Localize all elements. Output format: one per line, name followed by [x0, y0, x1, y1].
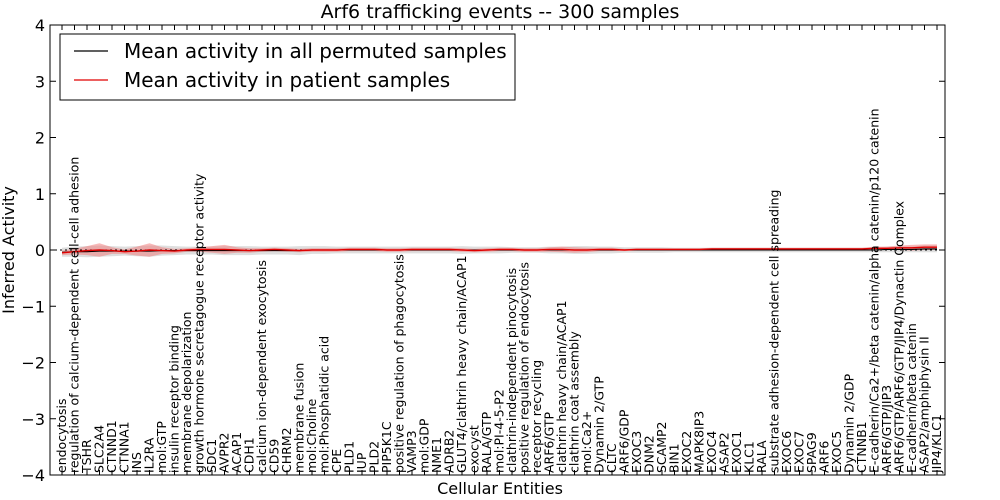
category-label: regulation of calcium-dependent cell-cel… [67, 157, 82, 473]
category-label: ASAP2/amphiphysin II [917, 336, 932, 473]
y-tick-label: 1 [35, 185, 45, 204]
category-label: NME1 [429, 437, 444, 473]
category-label: mol:PI-4-5-P2 [492, 389, 507, 473]
category-label: positive regulation of phagocytosis [392, 254, 407, 473]
plot-frame [49, 24, 946, 476]
category-label: MAPK8IP3 [692, 411, 707, 473]
category-label: mol:Choline [304, 398, 319, 473]
chart-title: Arf6 trafficking events -- 300 samples [321, 1, 680, 23]
category-label: substrate adhesion-dependent cell spread… [767, 190, 782, 473]
legend-label-permuted: Mean activity in all permuted samples [124, 39, 507, 63]
y-tick-label: 4 [35, 16, 45, 35]
category-label: EXOC2 [679, 431, 694, 473]
category-label: IUP [354, 452, 369, 473]
category-label: mol:Phosphatidic acid [317, 336, 332, 473]
category-label: EXOC4 [704, 431, 719, 473]
category-label: ASAP2 [717, 432, 732, 473]
category-label: RALA [754, 440, 769, 473]
category-label: RALA/GTP [479, 411, 494, 473]
category-label: positive regulation of endocytosis [517, 262, 532, 473]
category-label: EXOC6 [779, 431, 794, 473]
category-label: ADRB2 [442, 430, 457, 473]
category-label: E-cadherin/Ca2+/beta catenin/alpha caten… [867, 108, 882, 473]
x-axis-ticks [61, 25, 938, 475]
category-label: EXOC7 [792, 431, 807, 473]
legend: Mean activity in all permuted samples Me… [59, 33, 516, 101]
category-label: SCAMP2 [654, 422, 669, 474]
series-lines [61, 246, 937, 254]
category-label: GLUT4/clathrin heavy chain/ACAP1 [454, 255, 469, 473]
category-label: mol:GTP [154, 421, 169, 473]
category-label: AVPR2 [217, 433, 232, 473]
y-tick-label: −1 [21, 297, 45, 316]
category-label: clathrin coat assembly [567, 331, 582, 473]
category-label: INS [129, 452, 144, 473]
category-label: CDH1 [242, 437, 257, 473]
category-label: PLD1 [342, 441, 357, 473]
category-label: mol:GDP [417, 418, 432, 473]
category-label: EXOC1 [729, 431, 744, 473]
category-label: mol:Ca2+ [579, 411, 594, 473]
category-label: CTNND1 [104, 420, 119, 473]
category-label: CTNNB1 [854, 421, 869, 473]
category-label: VAMP3 [404, 430, 419, 473]
legend-box [59, 33, 516, 101]
category-label: E-cadherin/beta catenin [904, 323, 919, 473]
y-tick-label: 2 [35, 129, 45, 148]
category-label: CTNNA1 [117, 421, 132, 473]
category-label: clathrin-independent pinocytosis [504, 268, 519, 473]
category-label: Dynamin 2/GTP [592, 376, 607, 473]
category-label: SLC2A4 [92, 425, 107, 473]
category-label: CLTC [604, 443, 619, 473]
patient-mean-line [61, 246, 937, 254]
category-label: insulin receptor binding [167, 325, 182, 473]
category-label: IL2RA [142, 437, 157, 473]
category-label: membrane depolarization [179, 312, 194, 473]
x-axis-label: Cellular Entities [437, 479, 563, 498]
category-label: DNM2 [642, 435, 657, 473]
category-label: CPE [329, 449, 344, 473]
y-tick-label: 0 [35, 241, 45, 260]
legend-label-patient: Mean activity in patient samples [124, 68, 450, 92]
category-label: EXOC3 [629, 431, 644, 473]
category-label: ARF6/GTP [542, 412, 557, 473]
category-label: BIN1 [667, 443, 682, 473]
category-label: receptor recycling [529, 360, 544, 473]
y-tick-label: 3 [35, 72, 45, 91]
category-label: ARF6 [817, 441, 832, 473]
y-tick-label: −3 [21, 410, 45, 429]
category-label: ARF6/GDP [617, 409, 632, 473]
category-label: SDC1 [204, 439, 219, 473]
category-label: clathrin heavy chain/ACAP1 [554, 300, 569, 473]
category-label: endocytosis [54, 398, 69, 473]
y-axis-label: Inferred Activity [0, 186, 18, 314]
category-label: SPAG9 [804, 432, 819, 473]
category-label: calcium ion-dependent exocytosis [254, 260, 269, 473]
category-label: PIP5K1C [379, 421, 394, 473]
category-label: growth hormone secretagogue receptor act… [192, 173, 207, 473]
category-label: membrane fusion [292, 363, 307, 473]
category-label: CHRM2 [279, 427, 294, 473]
category-label: ARF6/GTP/JIP3 [879, 385, 894, 473]
category-label: KLC1 [742, 441, 757, 473]
category-label: ACAP1 [229, 432, 244, 473]
y-axis-ticks: −4 −3 −2 −1 0 1 2 3 4 [21, 16, 945, 485]
category-label: ARF6/GTP/ARF6/GTP/JIP4/Dynactin Complex [892, 201, 907, 473]
category-label: PLD2 [367, 441, 382, 473]
category-label: CD59 [267, 439, 282, 473]
category-label: TSHR [79, 439, 94, 474]
y-tick-label: −2 [21, 354, 45, 373]
category-label: EXOC5 [829, 431, 844, 473]
category-label: JIP4/KLC1 [929, 414, 944, 474]
y-tick-label: −4 [21, 466, 45, 485]
category-label: Dynamin 2/GDP [842, 373, 857, 473]
category-label: exocyst [467, 425, 482, 473]
